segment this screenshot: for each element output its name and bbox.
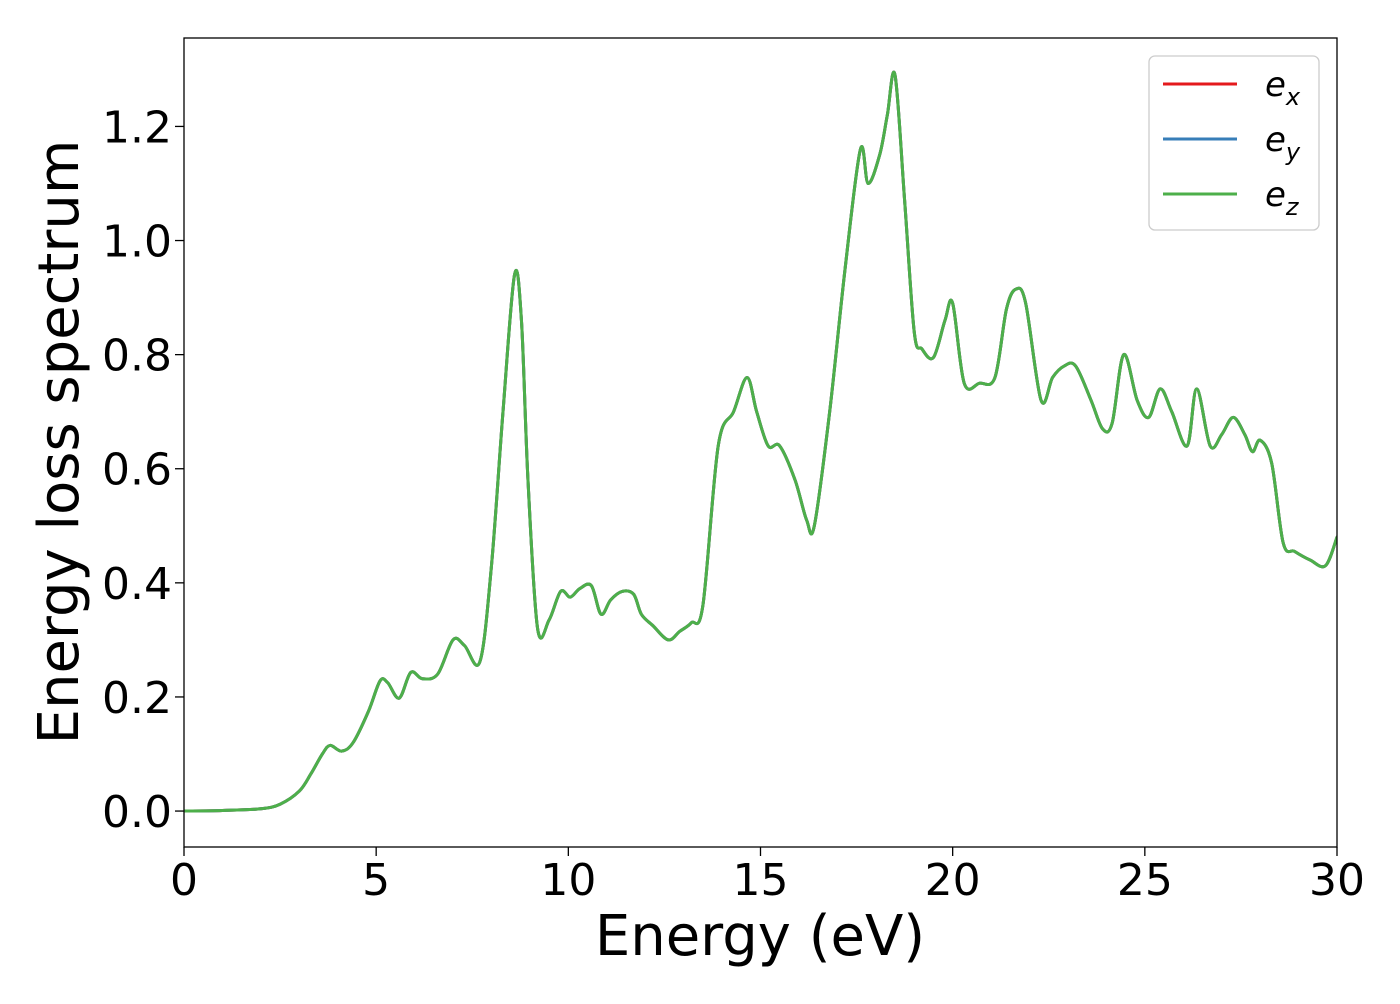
x-tick-label: 15 (733, 855, 789, 906)
y-tick-label: 0.4 (102, 559, 172, 610)
x-tick-label: 5 (362, 855, 390, 906)
legend-label-e-z: ez (1265, 175, 1300, 221)
x-tick-label: 10 (540, 855, 596, 906)
legend-label-e-x: ex (1265, 65, 1301, 111)
y-tick-label: 1.2 (102, 102, 172, 153)
ticks-layer: 0 5 10 15 20 25 30 0.0 0.2 0.4 0.6 0.8 1.0 1.2 (102, 102, 1365, 906)
y-tick-label: 0.2 (102, 673, 172, 724)
y-tick-label: 0.0 (102, 787, 172, 838)
x-axis-title: Energy (eV) (595, 904, 925, 969)
x-tick-label: 30 (1309, 855, 1365, 906)
y-tick-label: 0.8 (102, 331, 172, 382)
series-line-e-z (184, 70, 1337, 813)
legend-box (1148, 55, 1320, 231)
x-tick-label: 0 (170, 855, 198, 906)
y-axis-title: Energy loss spectrum (27, 140, 92, 745)
legend: ex ey ez (1148, 55, 1320, 231)
legend-label-e-y: ey (1265, 120, 1301, 166)
series-layer (184, 70, 1337, 813)
y-tick-label: 1.0 (102, 217, 172, 268)
y-tick-label: 0.6 (102, 445, 172, 496)
x-tick-label: 20 (925, 855, 981, 906)
x-tick-label: 25 (1117, 855, 1173, 906)
